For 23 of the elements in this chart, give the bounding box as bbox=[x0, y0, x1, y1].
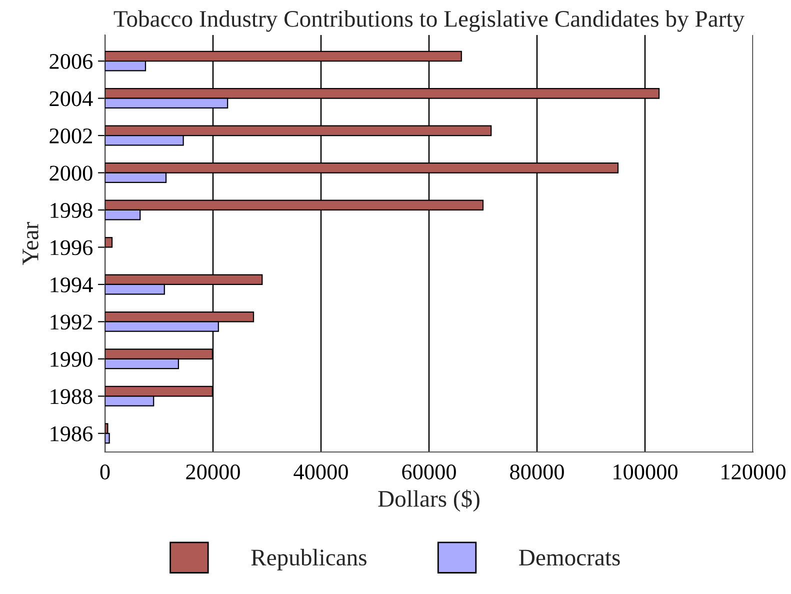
y-tick-label: 1990 bbox=[50, 352, 92, 367]
legend-label: Republicans bbox=[251, 548, 366, 570]
x-tick-label: 60000 bbox=[402, 464, 456, 480]
x-axis-title: Dollars ($) bbox=[378, 490, 480, 512]
y-tick-label: 1988 bbox=[50, 389, 92, 404]
x-tick-label: 20000 bbox=[186, 464, 240, 480]
y-tick-label: 1986 bbox=[50, 426, 93, 442]
x-tick-label: 80000 bbox=[510, 464, 564, 480]
chart-title: Tobacco Industry Contributions to Legislative Candidates by Party bbox=[114, 10, 744, 32]
y-tick-label: 2002 bbox=[50, 128, 92, 144]
y-tick-label: 1996 bbox=[50, 240, 93, 256]
y-axis-title: Year bbox=[22, 222, 38, 265]
y-tick-label: 2000 bbox=[50, 166, 92, 181]
y-tick-label: 1992 bbox=[50, 314, 92, 330]
x-tick-label: 0 bbox=[100, 464, 110, 480]
y-tick-label: 1998 bbox=[50, 202, 92, 218]
x-tick-label: 120000 bbox=[722, 464, 786, 480]
y-tick-label: 1994 bbox=[50, 277, 93, 292]
legend-label: Democrats bbox=[519, 550, 620, 566]
x-tick-label: 40000 bbox=[294, 464, 348, 480]
y-tick-label: 2006 bbox=[50, 54, 93, 69]
y-tick-label: 2004 bbox=[50, 91, 93, 106]
x-tick-label: 100000 bbox=[614, 464, 678, 480]
